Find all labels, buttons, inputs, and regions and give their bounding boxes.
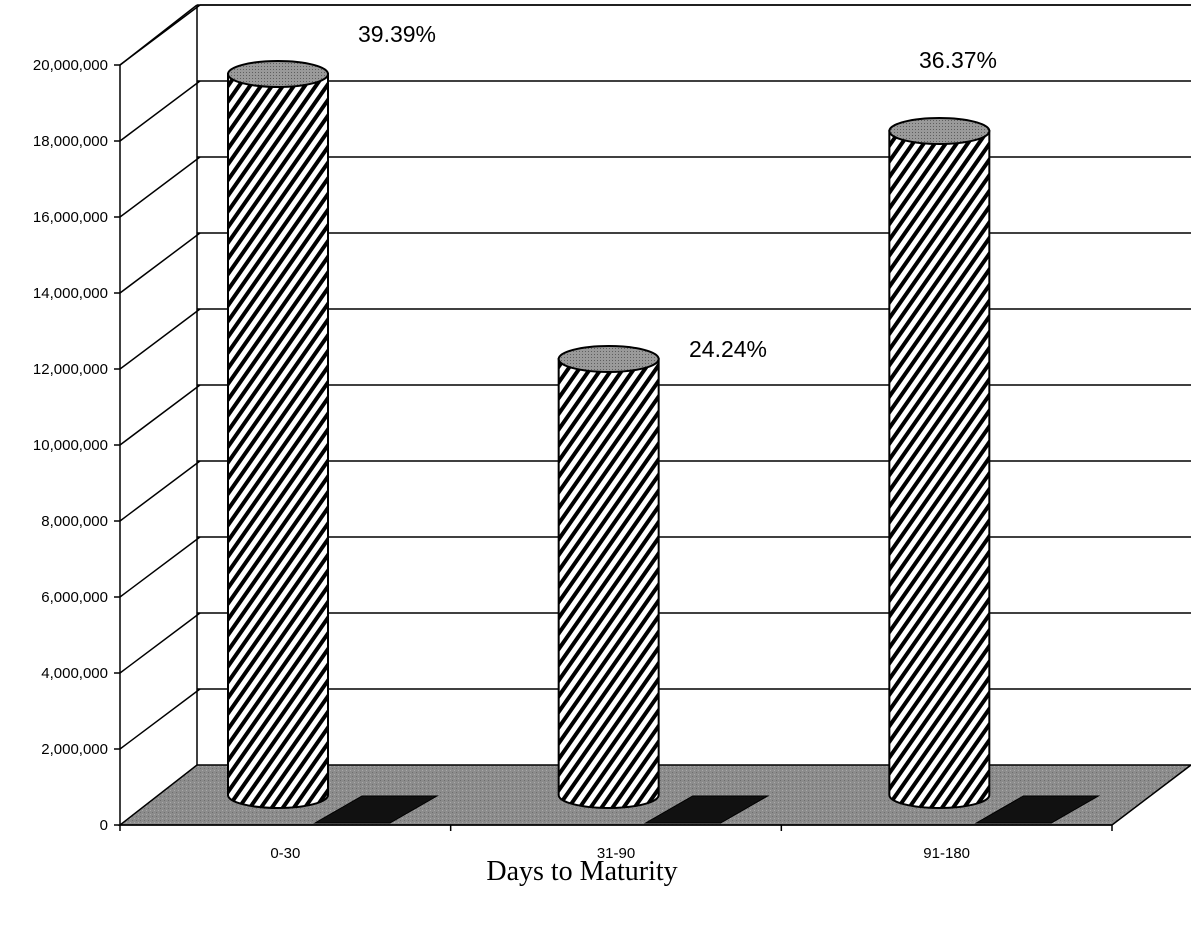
- side-wall-top: [119, 4, 198, 66]
- x-tick-label: 91-180: [923, 845, 970, 862]
- bar-data-label: 24.24%: [689, 336, 767, 362]
- bar: 36.37%: [888, 47, 997, 809]
- side-gridline: [119, 460, 201, 522]
- x-axis-title: Days to Maturity: [486, 856, 677, 887]
- bar-data-label: 36.37%: [919, 47, 997, 73]
- side-gridline: [119, 384, 201, 446]
- bar: 24.24%: [557, 336, 767, 809]
- bar-zero-marker: [974, 795, 1101, 824]
- side-gridline: [119, 536, 201, 598]
- x-tick-label: 31-90: [597, 845, 635, 862]
- bar: 39.39%: [227, 21, 436, 809]
- bar-body: [557, 358, 660, 809]
- bars: 39.39% 24.24% 36.37%: [227, 21, 1101, 824]
- y-tick-label: 6,000,000: [41, 589, 108, 606]
- y-tick-label: 18,000,000: [33, 133, 108, 150]
- y-tick-label: 16,000,000: [33, 209, 108, 226]
- side-gridline: [119, 232, 201, 294]
- side-gridline: [119, 308, 201, 370]
- side-gridline: [119, 612, 201, 674]
- side-gridline: [119, 80, 201, 142]
- y-tick-label: 10,000,000: [33, 437, 108, 454]
- bar-body: [227, 73, 329, 809]
- side-gridline: [119, 688, 201, 750]
- x-tick-label: 0-30: [270, 845, 300, 862]
- y-axis: 0 2,000,000 4,000,000 6,000,000 8,000,000 10,…: [33, 57, 121, 834]
- bar-zero-marker: [313, 795, 439, 824]
- bar-data-label: 39.39%: [358, 21, 436, 47]
- y-tick-label: 14,000,000: [33, 285, 108, 302]
- y-tick-label: 8,000,000: [41, 513, 108, 530]
- bar-cap: [888, 117, 991, 145]
- side-gridline: [119, 156, 201, 218]
- bar-zero-marker: [643, 795, 770, 824]
- y-tick-label: 2,000,000: [41, 741, 108, 758]
- x-axis: 0-30 31-90 91-180: [119, 824, 1113, 862]
- y-tick-label: 0: [100, 817, 108, 834]
- bar-cap: [557, 345, 660, 373]
- y-tick-label: 20,000,000: [33, 57, 108, 74]
- gridlines: [119, 4, 1191, 765]
- bar-body: [888, 130, 991, 809]
- y-tick-label: 12,000,000: [33, 361, 108, 378]
- bar-cap: [227, 60, 329, 88]
- y-tick-label: 4,000,000: [41, 665, 108, 682]
